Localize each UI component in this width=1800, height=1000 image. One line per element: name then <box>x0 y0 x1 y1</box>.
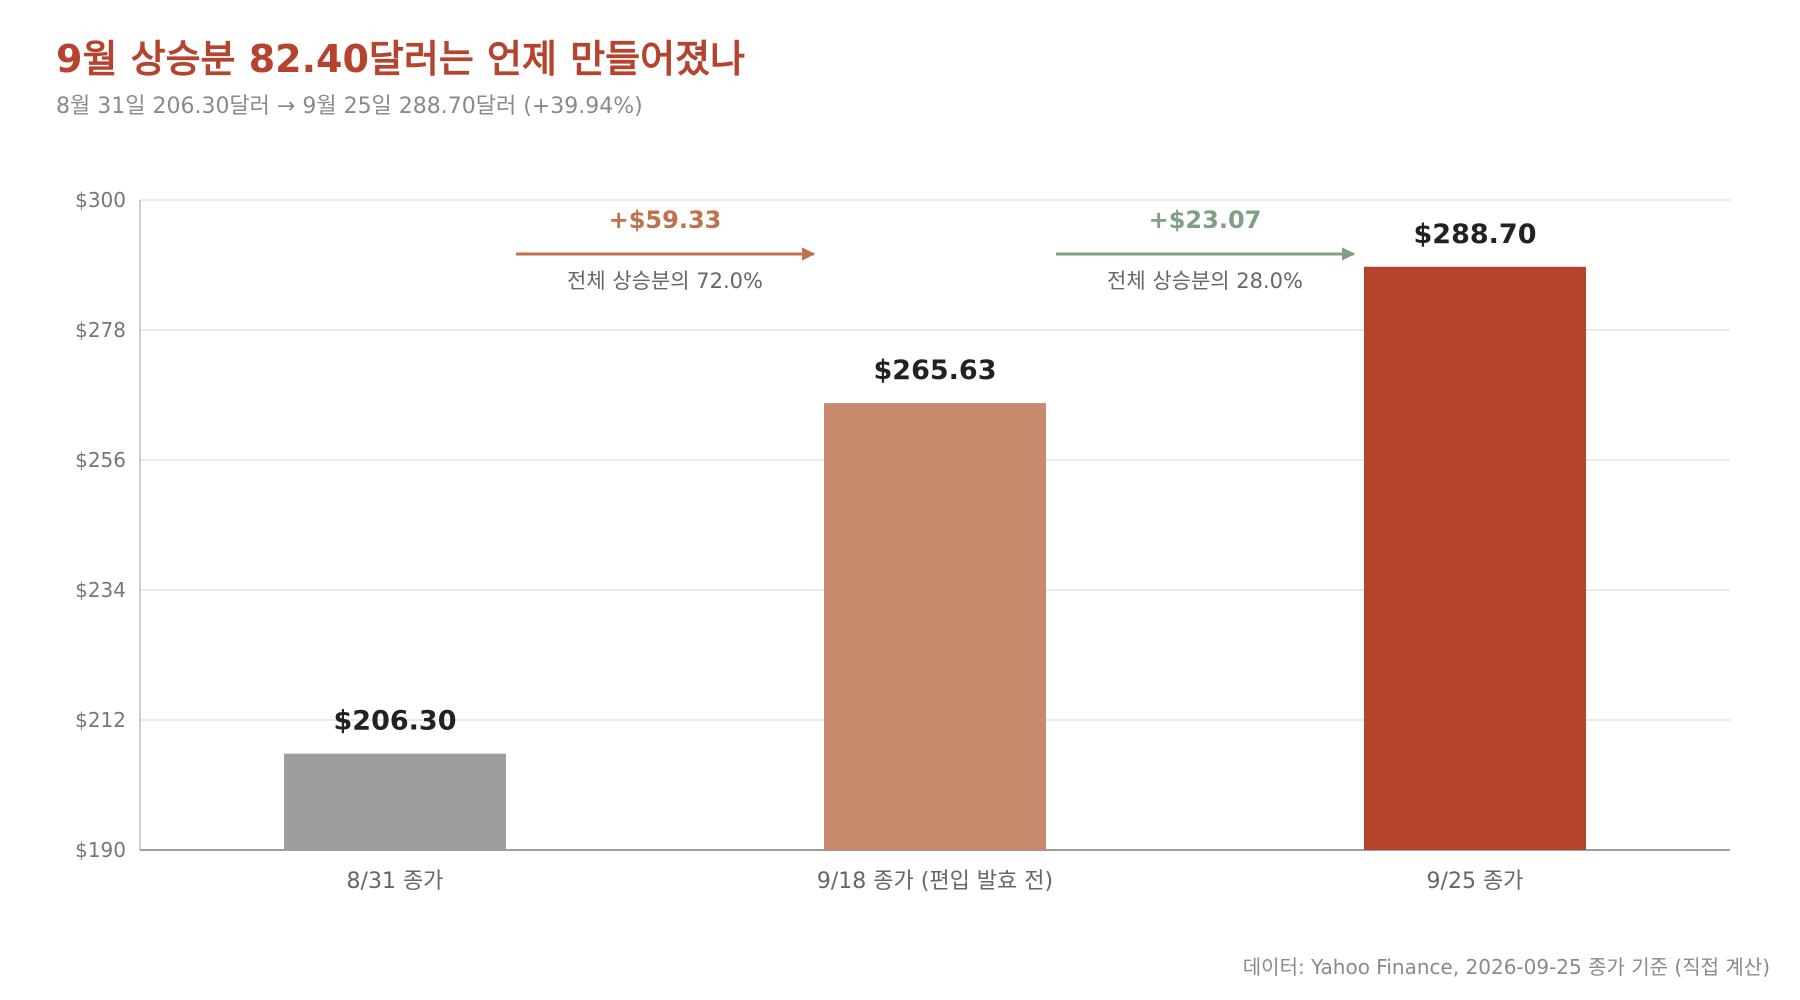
x-category-label: 9/25 종가 <box>1427 869 1524 894</box>
y-tick-label: $256 <box>75 448 126 472</box>
bar <box>824 403 1046 850</box>
data-source-note: 데이터: Yahoo Finance, 2026-09-25 종가 기준 (직접… <box>1242 955 1770 979</box>
gain-label: +$23.07 <box>1149 206 1262 234</box>
chart-title: 9월 상승분 82.40달러는 언제 만들어졌나 <box>56 37 745 81</box>
chart-subtitle: 8월 31일 206.30달러 → 9월 25일 288.70달러 (+39.9… <box>56 94 643 119</box>
y-tick-label: $300 <box>75 188 126 212</box>
gain-label: +$59.33 <box>609 206 722 234</box>
gain-share-label: 전체 상승분의 72.0% <box>567 269 763 293</box>
bar-value-label: $265.63 <box>874 355 997 386</box>
y-tick-label: $234 <box>75 578 126 602</box>
x-category-label: 8/31 종가 <box>347 869 444 894</box>
bar-value-label: $206.30 <box>334 706 457 737</box>
y-tick-label: $190 <box>75 838 126 862</box>
bar-value-label: $288.70 <box>1414 219 1537 250</box>
y-tick-label: $278 <box>75 318 126 342</box>
x-category-label: 9/18 종가 (편입 발효 전) <box>817 869 1053 894</box>
gain-share-label: 전체 상승분의 28.0% <box>1107 269 1303 293</box>
y-tick-label: $212 <box>75 708 126 732</box>
bar <box>1364 266 1586 851</box>
bar <box>284 753 506 850</box>
